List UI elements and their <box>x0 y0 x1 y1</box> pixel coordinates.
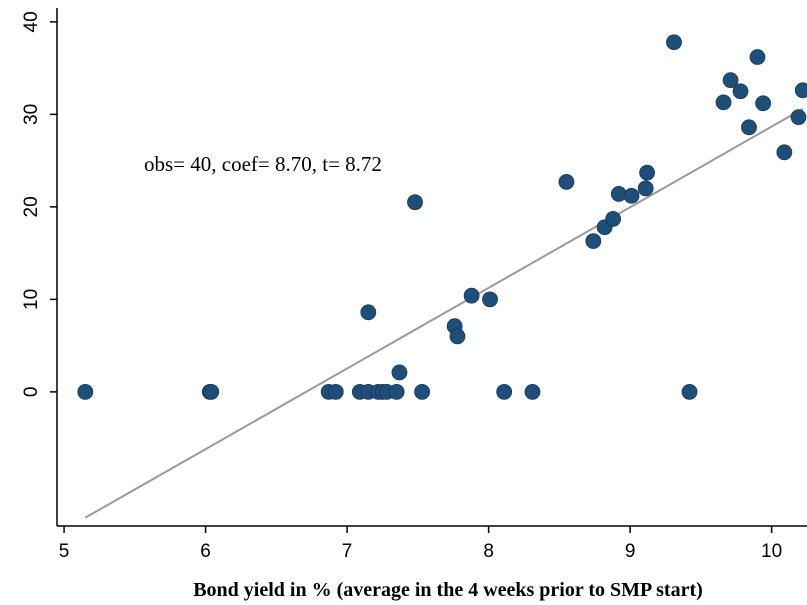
data-point <box>732 83 749 100</box>
y-tick-label: 10 <box>21 289 42 310</box>
data-point <box>482 291 498 308</box>
x-tick-label: 6 <box>200 541 211 562</box>
data-point <box>77 383 94 400</box>
x-tick-label: 10 <box>761 541 782 562</box>
data-point <box>496 383 513 400</box>
data-point <box>585 233 602 250</box>
data-point <box>623 187 640 204</box>
x-tick-label: 7 <box>342 541 353 562</box>
x-tick-label: 9 <box>625 541 636 562</box>
axes: 5 6 7 8 9 10 0 10 20 30 40 <box>21 8 807 562</box>
data-point <box>463 287 480 304</box>
x-tick-label: 5 <box>59 541 70 562</box>
data-point <box>776 144 793 161</box>
data-point <box>407 194 423 211</box>
data-point <box>414 383 430 400</box>
data-point <box>360 304 377 321</box>
data-point <box>203 383 220 400</box>
x-tick-label: 8 <box>483 541 494 562</box>
y-tick-label: 30 <box>21 104 42 125</box>
data-point <box>794 82 807 99</box>
y-tick-label: 40 <box>21 11 42 32</box>
y-tick-label: 20 <box>21 196 42 217</box>
data-point <box>327 383 344 400</box>
fit-line-group <box>84 107 804 519</box>
annotation-text: obs= 40, coef= 8.70, t= 8.72 <box>144 152 382 176</box>
data-point <box>755 95 772 112</box>
fit-line <box>84 107 804 519</box>
data-point <box>790 109 807 126</box>
data-point <box>524 383 541 400</box>
data-points <box>77 34 807 400</box>
data-point <box>681 383 698 400</box>
data-point <box>666 34 682 51</box>
x-axis-title: Bond yield in % (average in the 4 weeks … <box>193 579 703 601</box>
data-point <box>388 383 405 400</box>
data-point <box>749 49 766 65</box>
data-point <box>449 328 466 345</box>
data-point <box>741 119 757 136</box>
data-point <box>722 72 739 89</box>
data-point <box>605 210 622 227</box>
y-tick-label: 0 <box>21 387 42 398</box>
data-point <box>391 364 408 381</box>
data-point <box>637 180 654 197</box>
data-point <box>639 164 655 181</box>
data-point <box>558 173 575 190</box>
data-point <box>715 94 732 111</box>
